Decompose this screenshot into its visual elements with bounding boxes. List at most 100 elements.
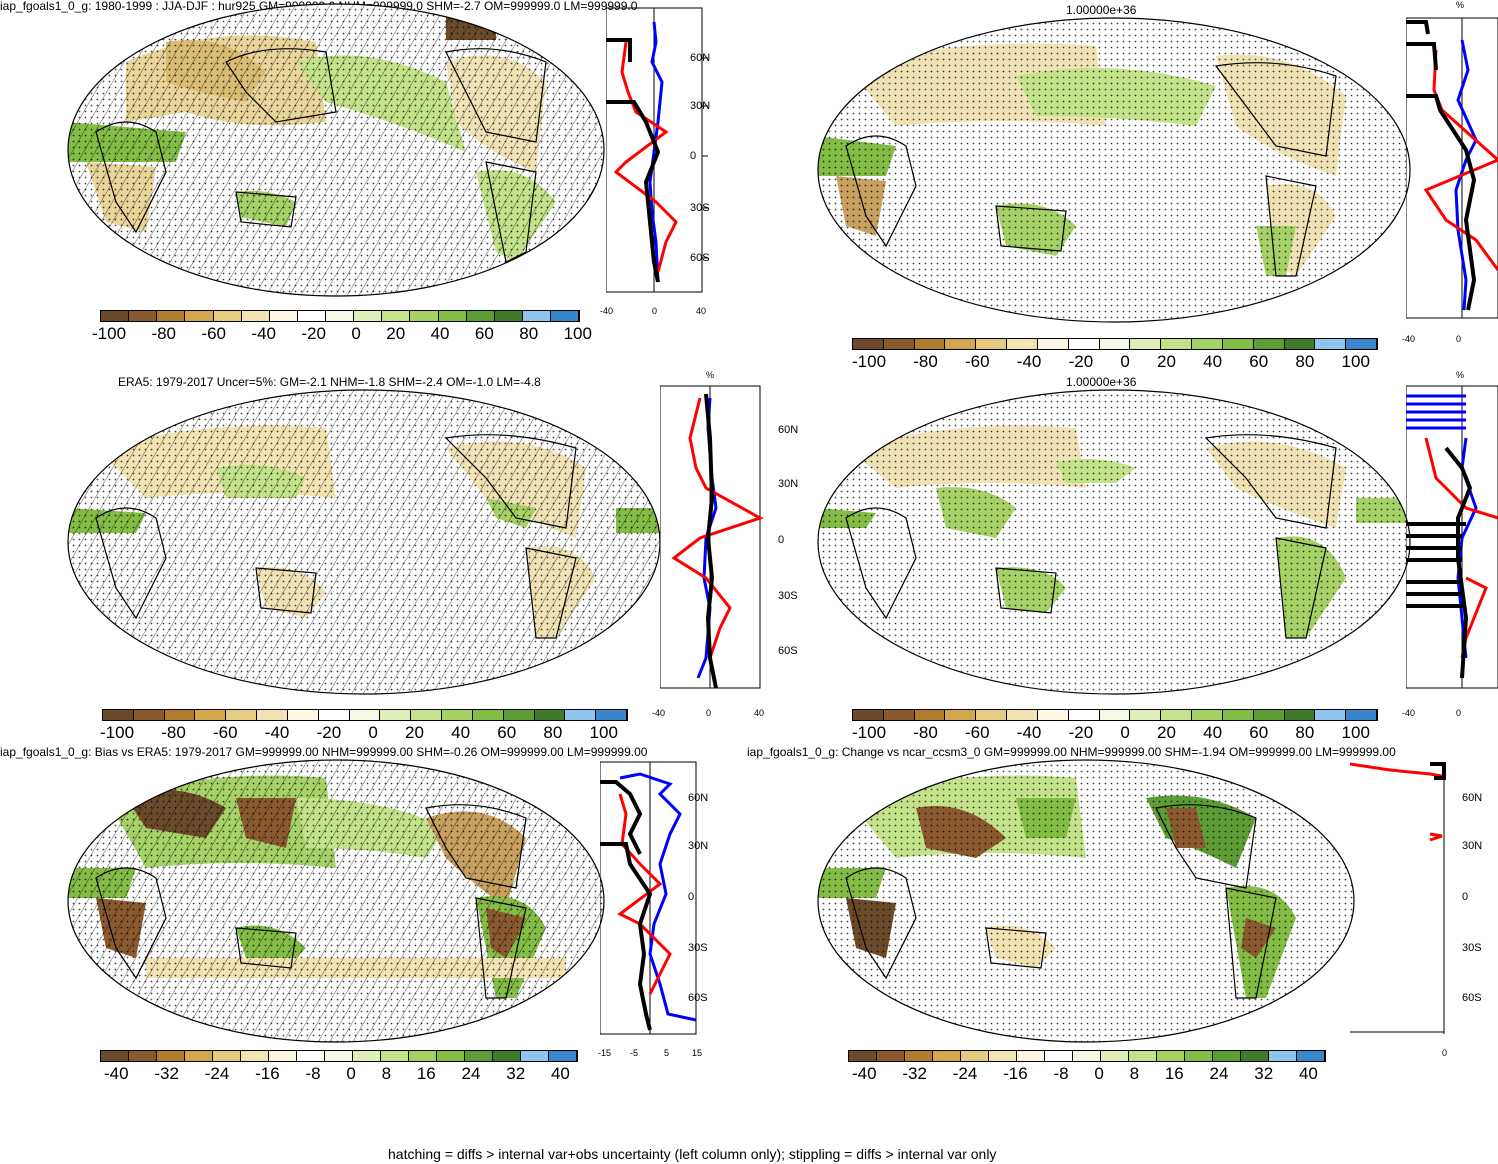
colorbar-labels: -40 -32 -24 -16 -8 0 8 16 24 32 40: [852, 1064, 1318, 1084]
colorbar-swatch: [596, 710, 628, 720]
lat-label: 0: [688, 891, 695, 903]
colorbar-swatch: [195, 710, 227, 720]
figure-footnote: hatching = diffs > internal var+obs unce…: [388, 1146, 997, 1162]
colorbar-swatch: [241, 1051, 269, 1061]
colorbar-swatch: [442, 710, 473, 720]
colorbar-swatch: [1130, 339, 1162, 349]
zonal-profile: [600, 761, 697, 1035]
colorbar-swatch: [494, 311, 523, 321]
lat-label: 30N: [690, 100, 711, 112]
colorbar-labels: -100 -80 -60 -40 -20 0 20 40 60 80 100: [852, 723, 1370, 743]
colorbar: [852, 338, 1378, 350]
lat-label: 30S: [690, 202, 710, 214]
lat-label: 30N: [1462, 840, 1483, 852]
colorbar-label: 80: [1295, 723, 1315, 742]
colorbar-swatch: [976, 710, 1008, 720]
colorbar-label: 20: [1157, 352, 1176, 371]
colorbar-label: -100: [100, 723, 135, 742]
colorbar-label: 0: [368, 723, 378, 742]
profile-x-label: -40: [652, 708, 666, 718]
colorbar-swatch: [466, 311, 495, 321]
world-map: [817, 389, 1411, 695]
lat-label: 60S: [688, 992, 708, 1004]
colorbar-swatch: [1068, 710, 1100, 720]
colorbar: [100, 310, 580, 322]
colorbar-swatch: [269, 311, 298, 321]
colorbar-swatch: [297, 311, 326, 321]
colorbar-swatch: [164, 710, 196, 720]
colorbar-label: -80: [161, 723, 186, 742]
colorbar-swatch: [1253, 710, 1285, 720]
colorbar-swatch: [129, 1051, 157, 1061]
colorbar-label: -20: [1068, 352, 1094, 371]
profile-x-label: -40: [1402, 334, 1416, 344]
colorbar-swatch: [521, 1051, 549, 1061]
colorbar-swatch: [551, 311, 580, 321]
colorbar: [102, 709, 628, 721]
colorbar-swatch: [349, 710, 381, 720]
colorbar-label: 80: [543, 723, 563, 742]
colorbar-swatch: [226, 710, 258, 720]
colorbar-swatch: [914, 339, 946, 349]
colorbar-label: 100: [589, 723, 618, 742]
colorbar-label: -60: [965, 352, 990, 371]
colorbar-label: 20: [405, 723, 424, 742]
panel-title: iap_fgoals1_0_g: Change vs ncar_ccsm3_0 …: [747, 745, 1396, 759]
colorbar-label: 24: [461, 1064, 481, 1083]
colorbar-swatch: [849, 1051, 877, 1061]
colorbar-label: -24: [952, 1064, 978, 1083]
world-map: [67, 389, 661, 695]
colorbar-swatch: [503, 710, 535, 720]
colorbar-swatch: [1241, 1051, 1269, 1061]
colorbar-swatch: [411, 710, 443, 720]
colorbar-swatch: [945, 339, 977, 349]
colorbar-label: 0: [1094, 1064, 1104, 1083]
colorbar-swatch: [1045, 1051, 1073, 1061]
colorbar-swatch: [213, 311, 242, 321]
colorbar-label: 32: [1254, 1064, 1274, 1083]
colorbar-label: -100: [852, 723, 887, 742]
lat-label: 30S: [778, 590, 798, 602]
colorbar-label: -24: [204, 1064, 230, 1083]
zonal-profile: [1350, 762, 1446, 1034]
colorbar-swatch: [437, 1051, 465, 1061]
colorbar-label: -8: [305, 1064, 321, 1083]
lat-label: 60N: [688, 792, 709, 804]
colorbar-swatch: [318, 710, 350, 720]
colorbar-swatch: [353, 1051, 381, 1061]
profile-x-label: 15: [692, 1048, 703, 1058]
profile-x-label: 0: [706, 708, 712, 718]
colorbar-label: -16: [255, 1064, 280, 1083]
colorbar-labels: -100 -80 -60 -40 -20 0 20 40 60 80 100: [92, 324, 592, 344]
panel-title: ERA5: 1979-2017 Uncer=5%: GM=-2.1 NHM=-1…: [118, 375, 541, 389]
colorbar-swatch: [354, 311, 383, 321]
profile-x-label: -40: [1402, 708, 1416, 718]
colorbar-swatch: [933, 1051, 961, 1061]
colorbar-swatch: [1346, 339, 1378, 349]
colorbar-swatch: [1346, 710, 1378, 720]
panel-title: 1.00000e+36: [1066, 3, 1137, 17]
profile-x-label: -15: [598, 1048, 612, 1058]
colorbar-label: 32: [506, 1064, 526, 1083]
colorbar-swatch: [945, 710, 977, 720]
colorbar-swatch: [1073, 1051, 1101, 1061]
colorbar-swatch: [905, 1051, 933, 1061]
profile-x-label: 0: [1456, 708, 1462, 718]
colorbar-label: -40: [104, 1064, 129, 1083]
colorbar-label: -40: [1016, 723, 1042, 742]
colorbar-label: 8: [1129, 1064, 1140, 1083]
lat-label: 60N: [778, 424, 799, 436]
colorbar-label: -40: [852, 1064, 877, 1083]
colorbar-label: -60: [201, 324, 226, 343]
colorbar-swatch: [883, 339, 915, 349]
profile-x-label: 0: [1456, 334, 1462, 344]
colorbar-swatch: [1297, 1051, 1325, 1061]
colorbar-swatch: [493, 1051, 521, 1061]
colorbar-label: 20: [1157, 723, 1176, 742]
profile-x-label: 40: [696, 306, 707, 316]
colorbar-label: 60: [474, 324, 494, 343]
colorbar-swatch: [534, 710, 566, 720]
colorbar-swatch: [1284, 339, 1316, 349]
colorbar-swatch: [1253, 339, 1285, 349]
colorbar-label: 40: [1203, 352, 1223, 371]
